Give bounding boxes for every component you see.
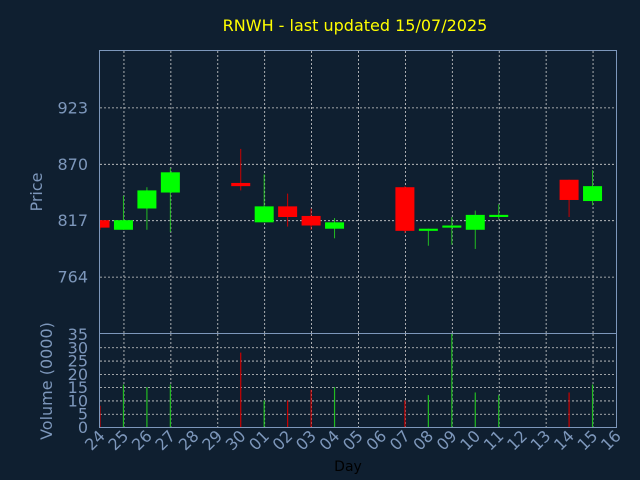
- volume-tick-label: 0: [78, 418, 88, 437]
- candle-body: [113, 220, 133, 230]
- volume-tick-label: 30: [68, 338, 88, 357]
- candle-body: [395, 187, 415, 231]
- candle-body: [160, 172, 180, 193]
- candle-body: [137, 190, 157, 209]
- candle-body: [583, 186, 603, 202]
- price-tick-labels: 764 817 870 923: [57, 98, 88, 286]
- candle-body: [100, 220, 110, 228]
- candle-body: [278, 206, 298, 218]
- x-axis-label: Day: [334, 459, 362, 475]
- volume-bars: [99, 334, 594, 427]
- volume-axis-label: Volume (0000): [37, 322, 56, 440]
- chart-title: RNWH - last updated 15/07/2025: [223, 16, 488, 35]
- candle-body: [301, 215, 321, 226]
- volume-tick-label: 15: [68, 378, 88, 397]
- volume-tick-label: 20: [68, 365, 88, 384]
- volume-tick-label: 5: [78, 405, 88, 424]
- price-tick-label: 923: [57, 98, 88, 117]
- volume-tick-label: 35: [68, 325, 88, 344]
- candle-body: [254, 206, 274, 223]
- volume-tick-label: 25: [68, 352, 88, 371]
- volume-grid: [100, 334, 616, 427]
- x-tick-label: 16: [597, 426, 625, 454]
- candle-body: [325, 222, 345, 229]
- price-candles: [99, 148, 603, 249]
- candle-body: [559, 179, 579, 200]
- candle-body: [442, 225, 462, 228]
- candle-body: [418, 228, 438, 231]
- x-tick-labels: 2425262728293001020304050607080910111213…: [81, 426, 625, 454]
- price-tick-label: 817: [57, 211, 88, 230]
- price-tick-label: 870: [57, 155, 88, 174]
- candle-body: [489, 214, 509, 218]
- candle-body: [231, 182, 251, 187]
- volume-tick-label: 10: [68, 391, 88, 410]
- price-tick-label: 764: [57, 268, 88, 287]
- volume-panel-frame: [99, 333, 617, 428]
- price-axis-label: Price: [27, 172, 46, 211]
- candle-body: [465, 214, 485, 230]
